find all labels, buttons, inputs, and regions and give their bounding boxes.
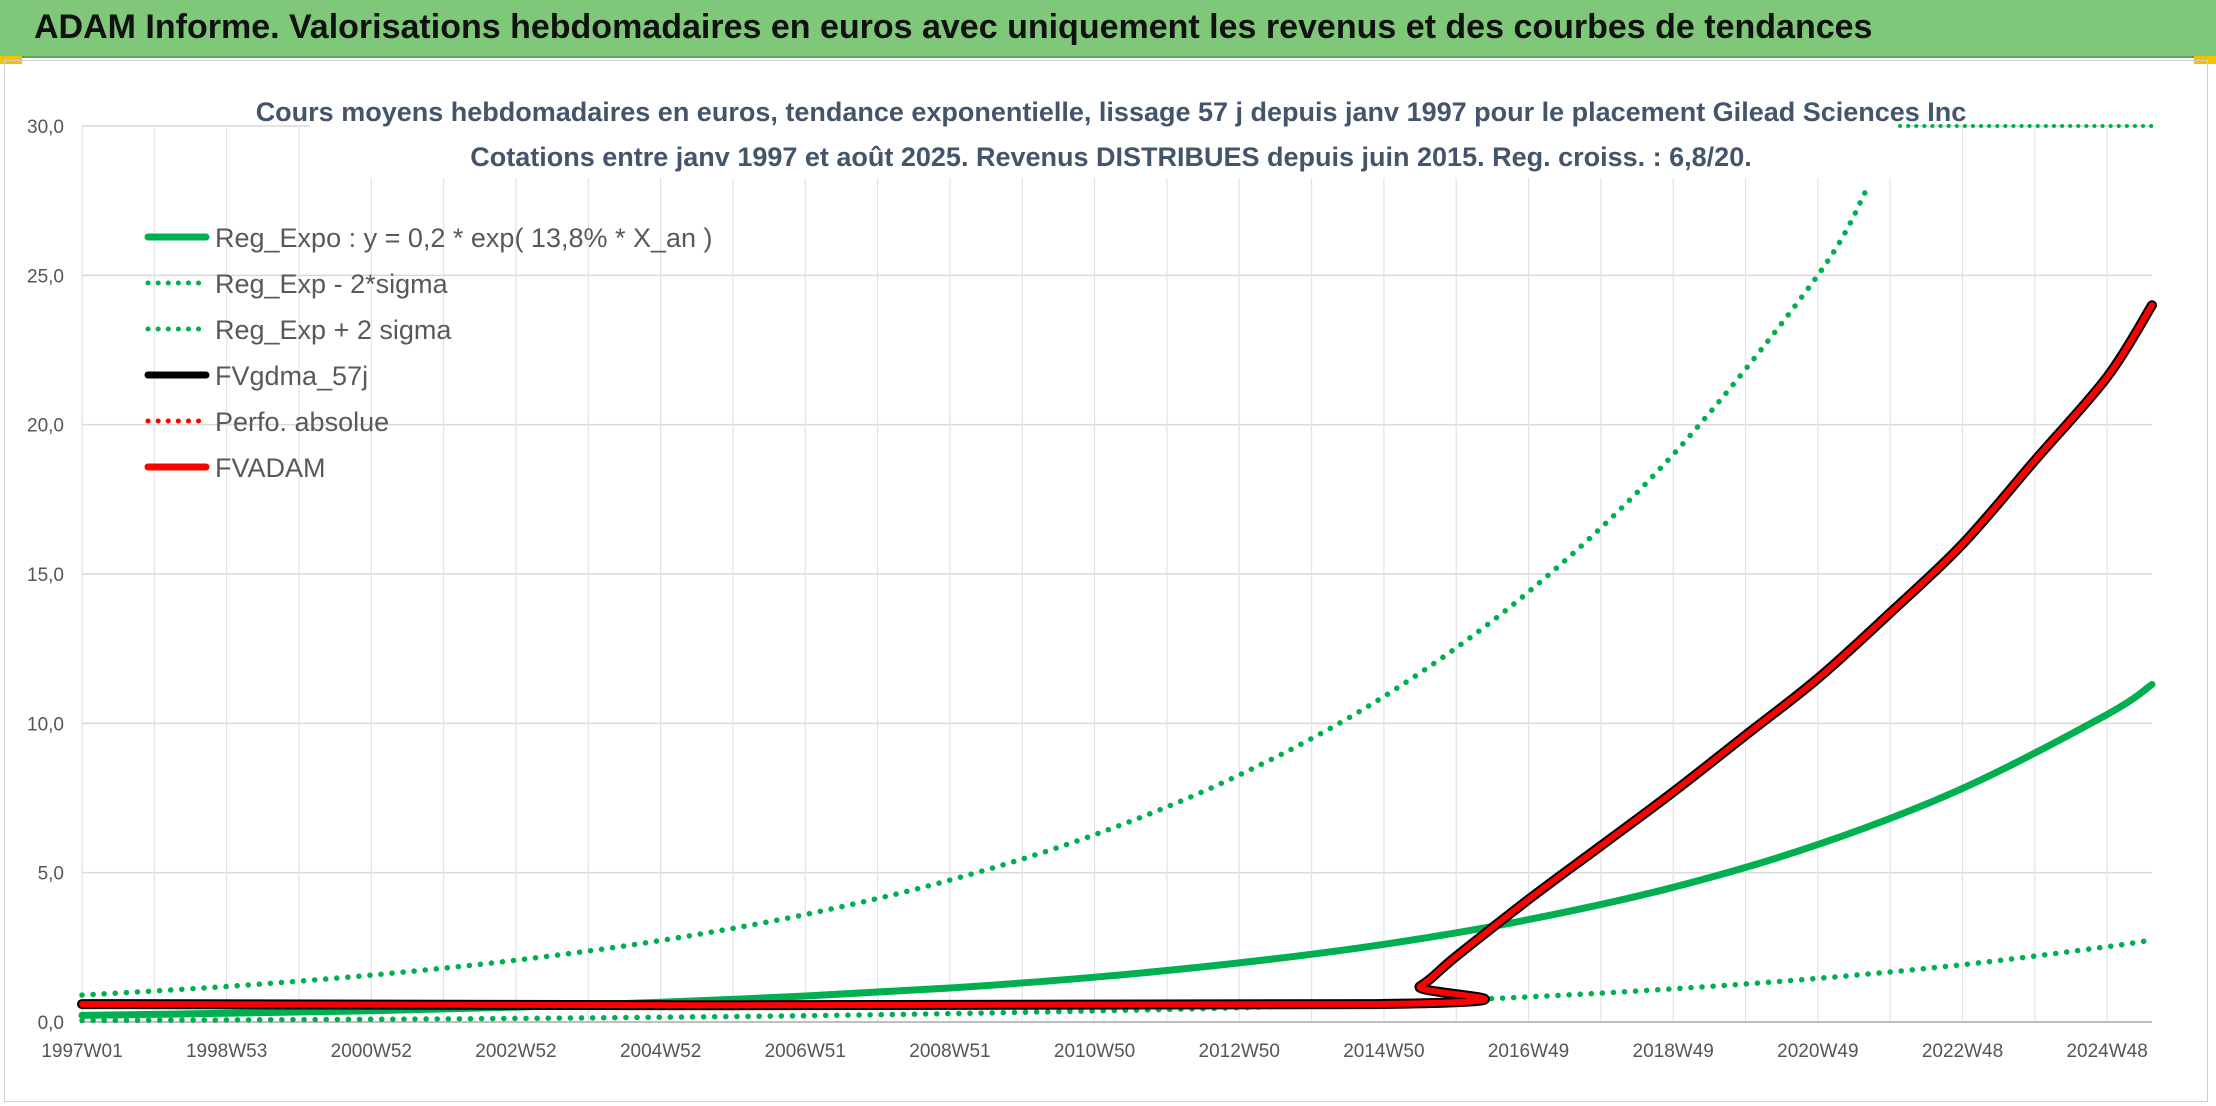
y-tick-label: 5,0 (38, 864, 64, 885)
series-line-2 (79, 182, 1872, 998)
series-line-0 (78, 681, 2156, 1019)
title-background (310, 92, 1910, 178)
chart-legend: Reg_Expo : y = 0,2 * exp( 13,8% * X_an )… (144, 223, 713, 483)
y-tick-label: 0,0 (38, 1013, 64, 1034)
legend-entry-3: FVgdma_57j (215, 361, 368, 391)
y-tick-label: 15,0 (27, 565, 64, 586)
x-tick-label: 2018W49 (1633, 1041, 1714, 1062)
x-tick-label: 2008W51 (909, 1041, 990, 1062)
chart-grid (81, 92, 2152, 1023)
series-line-5 (79, 302, 2155, 1009)
legend-entry-4: Perfo. absolue (215, 407, 389, 437)
y-tick-label: 25,0 (27, 266, 64, 287)
x-axis: 1997W01 1998W53 2000W52 2002W52 2004W52 2006W… (41, 1021, 2152, 1062)
report-banner: ADAM Informe. Valorisations hebdomadaire… (0, 0, 2216, 58)
series-line-1 (79, 937, 2155, 1024)
x-tick-label: 2002W52 (475, 1041, 556, 1062)
x-tick-label: 2016W49 (1488, 1041, 1569, 1062)
y-tick-label: 20,0 (27, 416, 64, 437)
x-tick-label: 2010W50 (1054, 1041, 1135, 1062)
x-tick-label: 2006W51 (765, 1041, 846, 1062)
legend-entry-0: Reg_Expo : y = 0,2 * exp( 13,8% * X_an ) (215, 223, 713, 253)
x-tick-label: 2014W50 (1343, 1041, 1424, 1062)
y-axis: 0,0 5,0 10,0 15,0 20,0 25,0 30,0 (27, 117, 64, 1034)
report-title: ADAM Informe. Valorisations hebdomadaire… (34, 8, 1873, 46)
x-tick-label: 2012W50 (1199, 1041, 1280, 1062)
x-tick-label: 1998W53 (186, 1041, 267, 1062)
x-tick-label: 2022W48 (1922, 1041, 2003, 1062)
x-tick-label: 2004W52 (620, 1041, 701, 1062)
legend-entry-5: FVADAM (215, 453, 326, 483)
chart-series (77, 124, 2157, 1024)
legend-entry-1: Reg_Exp - 2*sigma (215, 269, 449, 299)
chart-frame (4, 60, 2208, 1102)
chart-title-line2: Cotations entre janv 1997 et août 2025. … (470, 142, 1751, 172)
chart-title-line1: Cours moyens hebdomadaires en euros, ten… (256, 97, 1967, 127)
x-tick-label: 2024W48 (2066, 1041, 2147, 1062)
y-tick-label: 10,0 (27, 714, 64, 735)
legend-entry-2: Reg_Exp + 2 sigma (215, 315, 452, 345)
x-tick-label: 1997W01 (41, 1041, 122, 1062)
y-tick-label: 30,0 (27, 117, 64, 138)
x-tick-label: 2000W52 (331, 1041, 412, 1062)
x-tick-label: 2020W49 (1777, 1041, 1858, 1062)
